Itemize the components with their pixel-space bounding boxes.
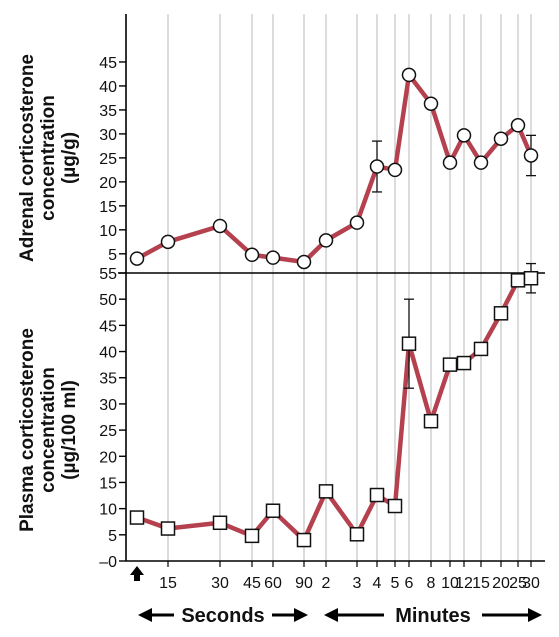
minutes-right-arrow-icon <box>528 608 542 622</box>
top-y-axis-title: Adrenal corticosterone concentration (µg/g… <box>17 54 80 262</box>
adrenal-series-line <box>135 72 534 265</box>
y-tick-label: 25 <box>99 151 117 168</box>
x-tick-label: 10 <box>441 575 459 592</box>
y-tick-label: 15 <box>99 199 117 216</box>
x-tick-label: 3 <box>353 575 362 592</box>
adrenal-data-point <box>456 128 472 143</box>
plasma-data-point <box>401 336 417 351</box>
adrenal-data-point <box>296 254 312 270</box>
x-tick-label: 30 <box>211 575 229 592</box>
y-tick-label: 55 <box>99 266 117 283</box>
bottom-y-axis-title: Plasma corticosterone concentration (µg/10… <box>17 328 80 532</box>
minutes-left-arrow-icon <box>324 608 338 622</box>
y-tick-label: 35 <box>99 371 117 388</box>
bottom-y-axis-title-line: Plasma corticosterone <box>17 328 38 532</box>
y-tick-label: 10 <box>99 223 117 240</box>
y-tick-label: 5 <box>108 528 117 545</box>
x-tick-label: 6 <box>405 575 414 592</box>
minutes-label: Minutes <box>395 605 471 627</box>
y-tick-label: 30 <box>99 397 117 414</box>
y-tick-label: 15 <box>99 475 117 492</box>
x-tick-label: 2 <box>322 575 331 592</box>
plasma-data-point <box>442 357 458 372</box>
adrenal-data-point <box>510 118 526 133</box>
plasma-data-point <box>318 484 334 499</box>
adrenal-data-point <box>493 131 509 146</box>
plasma-data-point <box>523 270 539 286</box>
bottom-y-axis-title-line: concentration <box>38 367 59 493</box>
x-tick-label: 25 <box>509 575 527 592</box>
plasma-series-line <box>136 276 532 543</box>
x-tick-label: 4 <box>373 575 382 592</box>
plasma-data-point <box>456 355 472 371</box>
adrenal-data-point <box>160 234 176 250</box>
plasma-data-point <box>265 503 281 518</box>
y-tick-label: –0 <box>99 554 117 571</box>
bottom-y-axis-title-line: (µg/100 ml) <box>59 380 80 480</box>
y-tick-label: 40 <box>99 345 117 362</box>
y-tick-label: 20 <box>99 449 117 466</box>
plasma-data-point <box>296 532 312 548</box>
x-tick-label: 45 <box>243 575 261 592</box>
plasma-data-point <box>493 306 509 321</box>
top-y-axis-title-line: concentration <box>38 95 59 221</box>
plasma-data-point <box>244 528 260 544</box>
adrenal-data-point <box>265 250 281 265</box>
x-tick-label: 15 <box>159 575 177 592</box>
x-tick-label: 12 <box>455 575 473 592</box>
adrenal-data-point <box>523 148 539 163</box>
adrenal-data-point <box>129 251 145 266</box>
plasma-data-point <box>369 487 385 503</box>
adrenal-data-point <box>369 159 385 174</box>
y-tick-label: 40 <box>99 79 117 96</box>
y-tick-label: 5 <box>108 247 117 264</box>
plasma-data-point <box>473 341 489 357</box>
adrenal-data-point <box>442 155 458 170</box>
adrenal-data-point <box>212 218 228 234</box>
x-tick-label: 90 <box>295 575 313 592</box>
plasma-data-point <box>349 527 365 542</box>
seconds-right-arrow-icon <box>294 608 308 622</box>
y-tick-label: 45 <box>99 55 117 72</box>
top-y-axis-title-line: Adrenal corticosterone <box>17 54 38 262</box>
x-tick-label: 8 <box>427 575 436 592</box>
top-y-axis-title-line: (µg/g) <box>59 132 80 184</box>
adrenal-data-point <box>244 247 260 263</box>
up-arrow-icon <box>130 566 144 581</box>
seconds-label: Seconds <box>181 605 264 627</box>
x-tick-label: 15 <box>472 575 490 592</box>
plasma-data-point <box>387 498 403 514</box>
adrenal-data-point <box>349 215 365 230</box>
plasma-data-point <box>160 521 176 536</box>
seconds-left-arrow-icon <box>138 608 152 622</box>
y-tick-label: 45 <box>99 318 117 335</box>
y-tick-label: 20 <box>99 175 117 192</box>
x-tick-label: 60 <box>264 575 282 592</box>
adrenal-data-point <box>473 155 489 170</box>
adrenal-data-point <box>318 233 334 248</box>
adrenal-data-point <box>423 96 439 111</box>
y-tick-label: 50 <box>99 292 117 309</box>
plasma-data-point <box>212 515 228 531</box>
y-tick-label: 25 <box>99 423 117 440</box>
x-tick-label: 5 <box>391 575 400 592</box>
plasma-data-point <box>510 273 526 288</box>
plasma-data-point <box>423 413 439 429</box>
plasma-data-point <box>129 510 145 525</box>
adrenal-data-point <box>401 67 417 83</box>
y-tick-label: 35 <box>99 103 117 120</box>
y-tick-label: 10 <box>99 502 117 519</box>
y-tick-label: 30 <box>99 127 117 144</box>
adrenal-data-point <box>387 162 403 178</box>
x-tick-label: 20 <box>492 575 510 592</box>
x-tick-label: 30 <box>522 575 540 592</box>
